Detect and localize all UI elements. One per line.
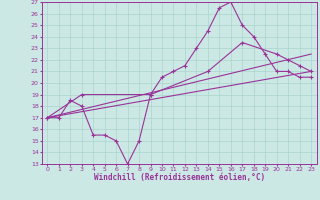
X-axis label: Windchill (Refroidissement éolien,°C): Windchill (Refroidissement éolien,°C)	[94, 173, 265, 182]
